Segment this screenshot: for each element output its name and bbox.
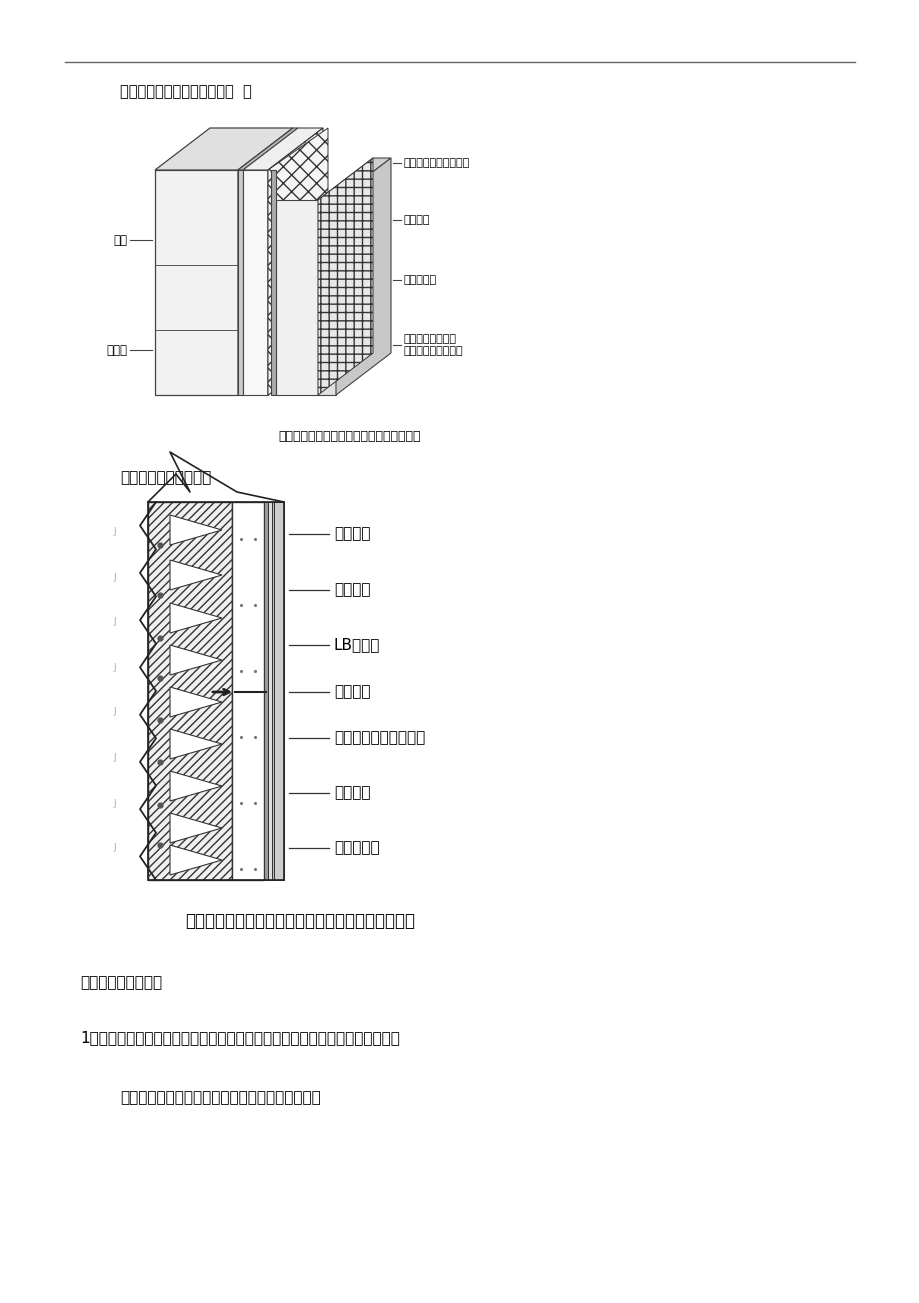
Polygon shape bbox=[238, 169, 243, 395]
Polygon shape bbox=[148, 502, 232, 880]
Polygon shape bbox=[170, 687, 221, 717]
Text: J: J bbox=[114, 528, 116, 537]
Text: 胶粉聚苯颗粒涂料饰面示意图  ：: 胶粉聚苯颗粒涂料饰面示意图 ： bbox=[119, 83, 252, 99]
Polygon shape bbox=[264, 502, 267, 880]
Polygon shape bbox=[170, 813, 221, 843]
Text: 抗裂柔性腻子刮平
（饰面按工程设计）: 抗裂柔性腻子刮平 （饰面按工程设计） bbox=[403, 334, 463, 356]
Polygon shape bbox=[238, 128, 292, 395]
Polygon shape bbox=[274, 502, 284, 880]
Polygon shape bbox=[170, 515, 221, 545]
Polygon shape bbox=[170, 771, 221, 801]
Polygon shape bbox=[272, 502, 276, 880]
Polygon shape bbox=[170, 603, 221, 633]
Text: LB保温层: LB保温层 bbox=[334, 637, 380, 653]
Polygon shape bbox=[170, 728, 221, 760]
Polygon shape bbox=[154, 169, 238, 395]
Polygon shape bbox=[154, 128, 292, 169]
Polygon shape bbox=[243, 169, 267, 395]
Polygon shape bbox=[267, 502, 272, 880]
Text: 胶粉聚苯颗粒保温浆料外墙外保温构造示意: 胶粉聚苯颗粒保温浆料外墙外保温构造示意 bbox=[278, 430, 421, 443]
Text: 外墙: 外墙 bbox=[113, 233, 127, 246]
Polygon shape bbox=[267, 128, 328, 395]
Polygon shape bbox=[238, 128, 298, 169]
Polygon shape bbox=[170, 645, 221, 675]
Text: J: J bbox=[114, 753, 116, 761]
Text: 面砖饰面层: 面砖饰面层 bbox=[334, 840, 380, 856]
Polygon shape bbox=[318, 158, 372, 395]
Polygon shape bbox=[274, 502, 276, 880]
Text: J: J bbox=[114, 799, 116, 808]
Text: 热镀锌钢丝网，锚固栓: 热镀锌钢丝网，锚固栓 bbox=[334, 731, 425, 745]
Text: 工及技术负责人员现场勘察验收，进行技术交底。: 工及技术负责人员现场勘察验收，进行技术交底。 bbox=[119, 1091, 321, 1105]
Text: 三、施工前准备工作: 三、施工前准备工作 bbox=[80, 975, 162, 990]
Text: 基层墙体: 基层墙体 bbox=[334, 526, 370, 542]
Text: J: J bbox=[114, 573, 116, 582]
Text: J: J bbox=[114, 662, 116, 671]
Text: 抗裂砂浆: 抗裂砂浆 bbox=[334, 786, 370, 800]
Text: J: J bbox=[114, 843, 116, 852]
Polygon shape bbox=[276, 199, 318, 395]
Text: 压入网格布: 压入网格布 bbox=[403, 275, 437, 285]
Text: 面砖饰面保温体如下：: 面砖饰面保温体如下： bbox=[119, 470, 211, 485]
Text: J: J bbox=[114, 708, 116, 717]
Text: 界面砂浆: 界面砂浆 bbox=[334, 582, 370, 598]
Polygon shape bbox=[335, 158, 391, 395]
Text: J: J bbox=[114, 618, 116, 627]
Text: 胶粉聚苯颗粒外墙外保温系统（面砖饰面）基本构造: 胶粉聚苯颗粒外墙外保温系统（面砖饰面）基本构造 bbox=[185, 912, 414, 930]
Text: 1、技术准备：与总包监理确认工程范围及各个节点具体做法要求，组织项目施: 1、技术准备：与总包监理确认工程范围及各个节点具体做法要求，组织项目施 bbox=[80, 1029, 400, 1045]
Text: 界面剂: 界面剂 bbox=[106, 344, 127, 357]
Text: 抗裂砂浆: 抗裂砂浆 bbox=[334, 684, 370, 700]
Polygon shape bbox=[170, 846, 221, 876]
Polygon shape bbox=[318, 158, 391, 199]
Text: 抗裂砂浆: 抗裂砂浆 bbox=[403, 215, 430, 225]
Text: 胶粉聚苯颗粒保温浆料: 胶粉聚苯颗粒保温浆料 bbox=[403, 158, 470, 168]
Polygon shape bbox=[267, 128, 323, 395]
Polygon shape bbox=[148, 502, 232, 880]
Polygon shape bbox=[170, 560, 221, 590]
Polygon shape bbox=[271, 169, 276, 395]
Polygon shape bbox=[318, 199, 335, 395]
Polygon shape bbox=[243, 128, 323, 169]
Polygon shape bbox=[232, 502, 264, 880]
